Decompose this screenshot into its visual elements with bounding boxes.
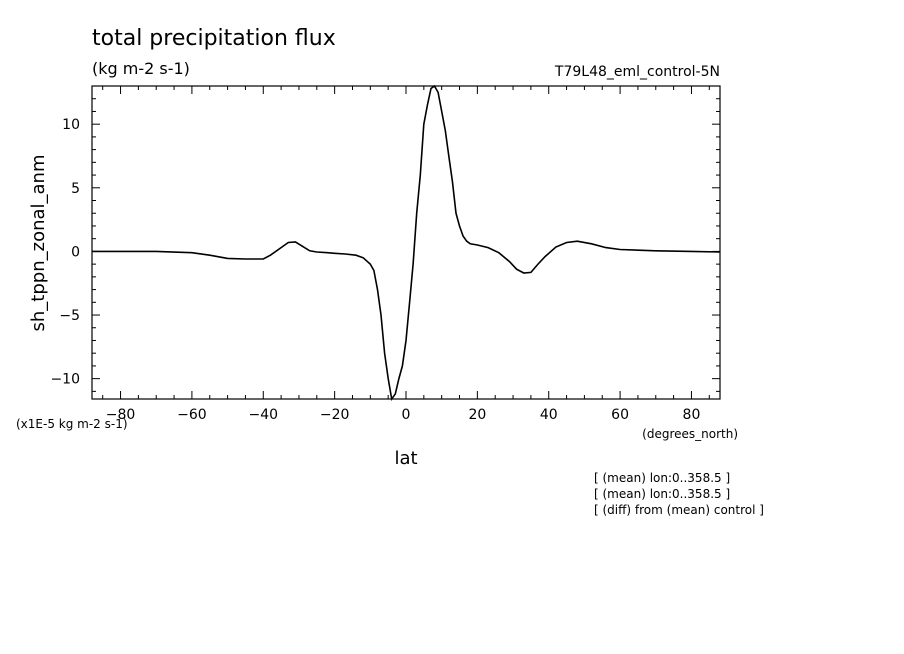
note-2: [ (mean) lon:0..358.5 ] bbox=[594, 487, 730, 501]
x-tick-label: −40 bbox=[248, 407, 278, 423]
plot-frame bbox=[91, 85, 721, 400]
x-axis-ticks: −80 −60 −40 −20 0 20 40 60 80 bbox=[102, 86, 710, 423]
x-tick-label: −60 bbox=[177, 407, 207, 423]
chart-title: total precipitation flux bbox=[92, 26, 336, 51]
note-3: [ (diff) from (mean) control ] bbox=[594, 503, 764, 517]
run-label: T79L48_eml_control-5N bbox=[554, 64, 720, 80]
x-tick-label: −20 bbox=[320, 407, 350, 423]
x-tick-label: 0 bbox=[402, 407, 411, 423]
x-axis-units: (degrees_north) bbox=[642, 427, 738, 441]
y-tick-label: 0 bbox=[71, 244, 80, 260]
x-tick-label: 60 bbox=[611, 407, 629, 423]
y-tick-label: 5 bbox=[71, 181, 80, 197]
chart-units: (kg m-2 s-1) bbox=[92, 59, 190, 78]
y-axis-label: sh_tppn_zonal_anm bbox=[28, 155, 49, 332]
y-tick-label: −10 bbox=[50, 372, 80, 388]
x-axis-label: lat bbox=[394, 448, 417, 469]
x-tick-label: −80 bbox=[106, 407, 136, 423]
y-tick-label: −5 bbox=[59, 308, 80, 324]
x-tick-label: 40 bbox=[540, 407, 558, 423]
y-axis-ticks: −10 −5 0 5 10 bbox=[50, 85, 720, 392]
note-1: [ (mean) lon:0..358.5 ] bbox=[594, 471, 730, 485]
y-tick-label: 10 bbox=[62, 117, 80, 133]
x-tick-label: 80 bbox=[683, 407, 701, 423]
y-scale-label: (x1E-5 kg m-2 s-1) bbox=[16, 417, 128, 431]
x-tick-label: 20 bbox=[468, 407, 486, 423]
series-line bbox=[92, 84, 721, 402]
